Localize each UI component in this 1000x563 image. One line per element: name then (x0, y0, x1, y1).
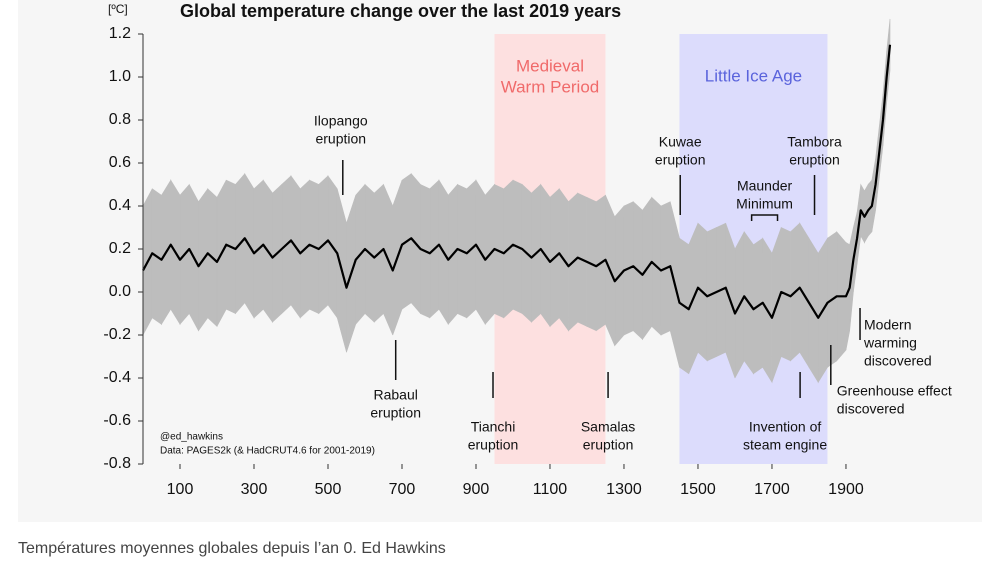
annotation-label: Rabaul (374, 387, 418, 403)
y-tick-label: 0.0 (109, 283, 131, 300)
annotation-label: discovered (837, 401, 905, 417)
annotation-label: eruption (655, 152, 706, 168)
region-label: Warm Period (501, 77, 600, 96)
x-tick-label: 1300 (606, 481, 642, 498)
annotation-label: Tambora (787, 134, 842, 150)
chart: Global temperature change over the last … (103, 0, 952, 499)
x-tick-label: 1700 (754, 481, 790, 498)
caption: Températures moyennes globales depuis l’… (18, 540, 446, 557)
annotation-label: Samalas (581, 419, 635, 435)
region-label: Little Ice Age (705, 66, 802, 85)
y-tick-label: 0.8 (109, 111, 131, 128)
annotation-label: Greenhouse effect (837, 383, 952, 399)
x-tick-label: 900 (463, 481, 490, 498)
y-unit: [ºC] (108, 2, 128, 16)
y-tick-label: 0.4 (109, 197, 131, 214)
region-label: Medieval (516, 56, 584, 75)
y-tick-label: -0.2 (103, 326, 131, 343)
credit: Data: PAGES2k (& HadCRUT4.6 for 2001-201… (160, 446, 375, 457)
x-tick-label: 1500 (680, 481, 716, 498)
annotation-label: eruption (468, 437, 519, 453)
annotation-label: warming (863, 335, 917, 351)
x-tick-label: 100 (167, 481, 194, 498)
annotation-bracket (750, 214, 779, 221)
annotation-label: eruption (789, 152, 840, 168)
annotation-label: discovered (864, 353, 932, 369)
credit: @ed_hawkins (160, 432, 223, 443)
annotation-label: Tianchi (471, 419, 516, 435)
annotation-label: eruption (370, 405, 421, 421)
y-tick-label: -0.4 (103, 369, 131, 386)
x-tick-label: 300 (241, 481, 268, 498)
annotation-label: Minimum (736, 196, 793, 212)
annotation-label: Maunder (737, 178, 793, 194)
annotation-label: Kuwae (659, 134, 702, 150)
x-tick-label: 1100 (533, 481, 568, 498)
annotation-label: eruption (315, 131, 366, 147)
annotation-label: Modern (864, 317, 911, 333)
annotation-label: steam engine (743, 437, 827, 453)
annotation-label: Ilopango (314, 113, 368, 129)
x-tick-label: 700 (389, 481, 416, 498)
chart-title: Global temperature change over the last … (180, 1, 621, 21)
y-tick-label: 0.6 (109, 154, 131, 171)
y-tick-label: 1.0 (109, 68, 131, 85)
y-tick-label: -0.6 (103, 412, 131, 429)
annotation-label: eruption (583, 437, 634, 453)
x-tick-label: 500 (315, 481, 342, 498)
y-tick-label: -0.8 (103, 455, 131, 472)
y-tick-label: 0.2 (109, 240, 131, 257)
annotation-label: Invention of (749, 419, 821, 435)
x-tick-label: 1900 (828, 481, 864, 498)
temperature-line (142, 44, 892, 319)
y-tick-label: 1.2 (109, 25, 131, 42)
